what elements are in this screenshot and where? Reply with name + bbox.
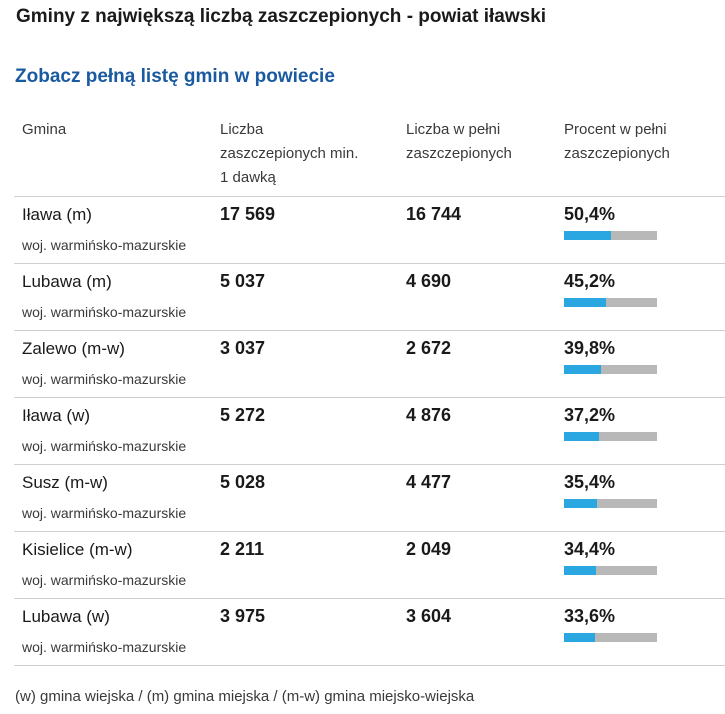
min-one-dose-count: 3 975 <box>220 606 266 626</box>
table-header-row: Gmina Liczba zaszczepionych min. 1 dawką… <box>14 112 725 197</box>
gmina-name: Kisielice (m-w) <box>22 540 133 559</box>
region-name: woj. warmińsko-mazurskie <box>22 505 187 521</box>
header-fully-vaccinated-line2: zaszczepionych <box>406 145 512 162</box>
fully-vaccinated-count: 4 876 <box>406 405 452 425</box>
percent-bar <box>564 298 657 307</box>
region-name: woj. warmińsko-mazurskie <box>22 438 187 454</box>
percent-bar <box>564 499 657 508</box>
percent-fully-value: 37,2% <box>564 405 616 425</box>
table-row: Lubawa (w) woj. warmińsko-mazurskie 3 975 3… <box>14 599 725 666</box>
percent-bar-fill <box>564 633 596 642</box>
percent-fully-value: 33,6% <box>564 606 616 626</box>
table-row: Lubawa (m) woj. warmińsko-mazurskie 5 037 4… <box>14 264 725 331</box>
percent-fully-value: 34,4% <box>564 539 616 559</box>
min-one-dose-count: 5 028 <box>220 472 266 492</box>
percent-bar <box>564 432 657 441</box>
table-row: Iława (m) woj. warmińsko-mazurskie 17 569 1… <box>14 197 725 264</box>
table-body: Iława (m) woj. warmińsko-mazurskie 17 569 1… <box>14 197 725 666</box>
fully-vaccinated-count: 2 049 <box>406 539 452 559</box>
min-one-dose-count: 5 037 <box>220 271 266 291</box>
table-row: Zalewo (m-w) woj. warmińsko-mazurskie 3 03… <box>14 331 725 398</box>
percent-bar <box>564 231 657 240</box>
vaccination-table: Gmina Liczba zaszczepionych min. 1 dawką… <box>14 112 725 666</box>
header-min-one-dose-line1: Liczba <box>220 121 264 138</box>
percent-bar-fill <box>564 365 601 374</box>
page-title: Gminy z największą liczbą zaszczepionych… <box>16 6 547 27</box>
fully-vaccinated-count: 3 604 <box>406 606 452 626</box>
table-row: Kisielice (m-w) woj. warmińsko-mazurskie 2… <box>14 532 725 599</box>
percent-bar <box>564 566 657 575</box>
table-row: Susz (m-w) woj. warmińsko-mazurskie 5 028 4… <box>14 465 725 532</box>
min-one-dose-count: 3 037 <box>220 338 266 358</box>
region-name: woj. warmińsko-mazurskie <box>22 371 187 387</box>
percent-bar-fill <box>564 566 596 575</box>
percent-fully-value: 39,8% <box>564 338 616 358</box>
gmina-name: Iława (m) <box>22 205 92 224</box>
region-name: woj. warmińsko-mazurskie <box>22 572 187 588</box>
percent-fully-value: 35,4% <box>564 472 616 492</box>
header-percent-fully-line2: zaszczepionych <box>564 145 670 162</box>
fully-vaccinated-count: 4 477 <box>406 472 452 492</box>
fully-vaccinated-count: 16 744 <box>406 204 462 224</box>
min-one-dose-count: 5 272 <box>220 405 266 425</box>
gmina-name: Lubawa (w) <box>22 607 110 626</box>
header-fully-vaccinated-line1: Liczba w pełni <box>406 121 501 138</box>
footnote: (w) gmina wiejska / (m) gmina miejska / … <box>15 688 475 705</box>
header-gmina: Gmina <box>22 121 67 138</box>
gmina-name: Susz (m-w) <box>22 473 108 492</box>
gmina-name: Lubawa (m) <box>22 272 112 291</box>
header-percent-fully-line1: Procent w pełni <box>564 121 667 138</box>
region-name: woj. warmińsko-mazurskie <box>22 237 187 253</box>
header-min-one-dose-line2: zaszczepionych min. <box>220 145 359 162</box>
min-one-dose-count: 17 569 <box>220 204 276 224</box>
percent-bar-fill <box>564 499 597 508</box>
percent-fully-value: 45,2% <box>564 271 616 291</box>
percent-bar-fill <box>564 432 599 441</box>
full-list-link[interactable]: Zobacz pełną listę gmin w powiecie <box>15 66 335 87</box>
fully-vaccinated-count: 2 672 <box>406 338 452 358</box>
header-min-one-dose-line3: 1 dawką <box>220 169 276 186</box>
region-name: woj. warmińsko-mazurskie <box>22 639 187 655</box>
gmina-name: Iława (w) <box>22 406 91 425</box>
percent-bar-fill <box>564 231 611 240</box>
region-name: woj. warmińsko-mazurskie <box>22 304 187 320</box>
percent-bar <box>564 365 657 374</box>
header-percent-fully: Procent w pełni zaszczepionych <box>564 118 704 166</box>
percent-bar <box>564 633 657 642</box>
min-one-dose-count: 2 211 <box>220 539 265 559</box>
table-row: Iława (w) woj. warmińsko-mazurskie 5 272 4 … <box>14 398 725 465</box>
percent-fully-value: 50,4% <box>564 204 616 224</box>
percent-bar-fill <box>564 298 607 307</box>
fully-vaccinated-count: 4 690 <box>406 271 452 291</box>
header-fully-vaccinated: Liczba w pełni zaszczepionych <box>406 118 546 166</box>
gmina-name: Zalewo (m-w) <box>22 339 125 358</box>
header-min-one-dose: Liczba zaszczepionych min. 1 dawką <box>220 118 390 190</box>
